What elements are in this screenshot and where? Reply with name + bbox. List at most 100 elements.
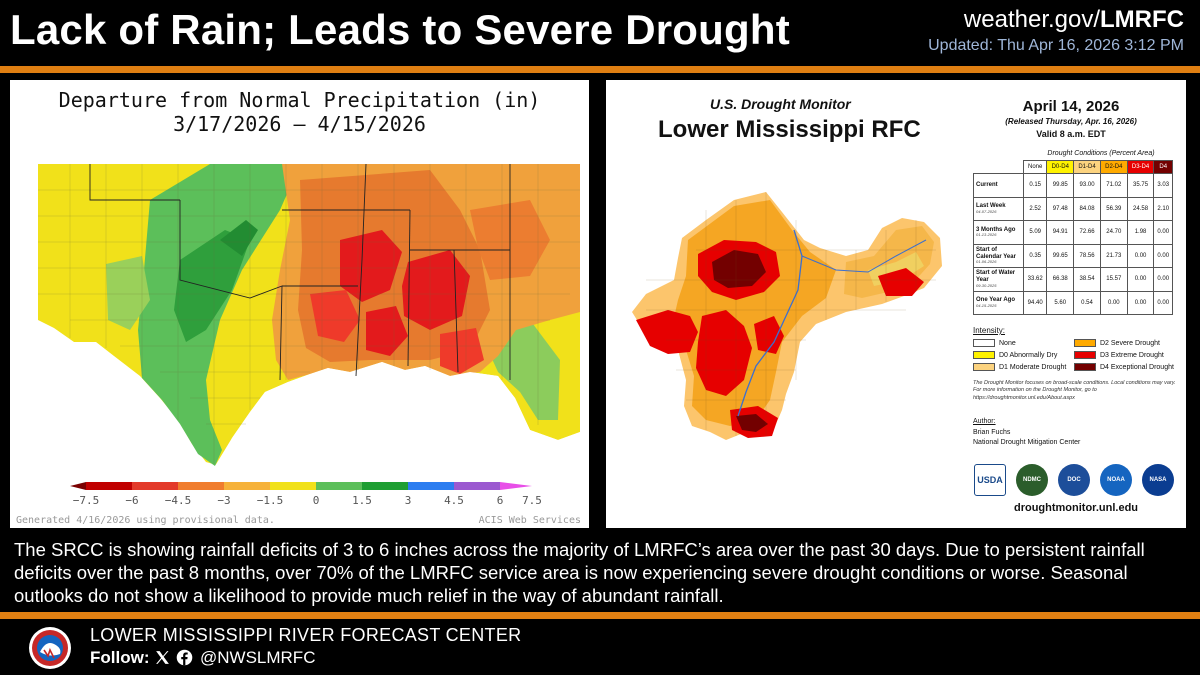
precip-map-graphic <box>38 163 580 490</box>
drought-monitor-region: Lower Mississippi RFC <box>658 116 921 143</box>
table-cell: 2.52 <box>1022 196 1048 221</box>
table-cell: 0.00 <box>1153 290 1173 315</box>
updated-timestamp: Updated: Thu Apr 16, 2026 3:12 PM <box>928 37 1184 54</box>
nws-logo-icon <box>29 627 71 669</box>
header: Lack of Rain; Leads to Severe Drought we… <box>0 0 1200 66</box>
colorbar-label: 6 <box>496 494 504 507</box>
site-bold: LMRFC <box>1100 6 1184 33</box>
column-header: D0-D4 <box>1046 160 1075 174</box>
table-row: Current 0.15 99.85 93.00 71.02 35.75 3.0… <box>973 173 1173 198</box>
legend-item-d1: D1 Moderate Drought <box>973 363 1066 371</box>
precip-map-dates: 3/17/2026 – 4/15/2026 <box>173 112 426 136</box>
legend-swatch <box>973 351 995 359</box>
table-cell: 0.00 <box>1099 290 1128 315</box>
legend-swatch <box>1074 363 1096 371</box>
author-org: National Drought Mitigation Center <box>973 439 1081 446</box>
colorbar-labels: −7.5 −6 −4.5 −3 −1.5 0 1.5 3 4.5 6 7.5 <box>10 494 589 508</box>
x-social-icon[interactable] <box>154 649 171 666</box>
precip-map-title: Departure from Normal Precipitation (in) <box>58 88 541 112</box>
legend-item-d0: D0 Abnormally Dry <box>973 351 1057 359</box>
row-label: Start of Calendar Year 01-06-2026 <box>973 243 1024 268</box>
legend-item-none: None <box>973 339 1016 347</box>
legend-swatch <box>1074 351 1096 359</box>
table-cell: 21.73 <box>1099 243 1128 268</box>
drought-monitor-url[interactable]: droughtmonitor.unl.edu <box>1013 502 1139 514</box>
table-cell: 0.00 <box>1153 243 1173 268</box>
colorbar-label: −6 <box>125 494 139 507</box>
table-cell: 5.60 <box>1046 290 1075 315</box>
column-header: D4 <box>1153 160 1173 174</box>
row-label: Last Week 04-07-2026 <box>973 196 1024 221</box>
legend-swatch <box>973 363 995 371</box>
ndmc-logo: NDMC <box>1016 464 1048 496</box>
intensity-label: Intensity: <box>973 326 1006 335</box>
author-label: Author: <box>973 418 996 425</box>
drought-map-graphic <box>632 192 942 440</box>
table-row: Start of Water Year 09-30-2025 33.62 66.3… <box>973 267 1173 292</box>
orange-divider-top <box>0 66 1200 73</box>
site-prefix: weather.gov/ <box>963 6 1101 33</box>
facebook-icon[interactable] <box>176 649 193 666</box>
colorbar-label: 4.5 <box>444 494 464 507</box>
row-label: 3 Months Ago 01-13-2026 <box>973 220 1024 245</box>
colorbar-label: 1.5 <box>352 494 372 507</box>
follow-label: Follow: <box>90 648 150 667</box>
table-cell: 94.40 <box>1022 290 1048 315</box>
colorbar-label: 0 <box>312 494 320 507</box>
drought-monitor-date: April 14, 2026 <box>1022 98 1120 115</box>
table-cell: 56.39 <box>1099 196 1128 221</box>
table-cell: 71.02 <box>1099 173 1128 198</box>
drought-monitor-note: The Drought Monitor focuses on broad-sca… <box>973 380 1176 401</box>
table-cell: 15.57 <box>1099 267 1128 292</box>
row-label: Start of Water Year 09-30-2025 <box>973 267 1024 292</box>
site-link[interactable]: weather.gov/LMRFC <box>964 6 1184 34</box>
legend-item-d3: D3 Extreme Drought <box>1074 351 1164 359</box>
legend-item-d4: D4 Exceptional Drought <box>1074 363 1174 371</box>
table-cell: 66.38 <box>1046 267 1075 292</box>
org-name: LOWER MISSISSIPPI RIVER FORECAST CENTER <box>90 625 522 645</box>
table-cell: 0.00 <box>1153 220 1173 245</box>
page-title: Lack of Rain; Leads to Severe Drought <box>10 6 790 53</box>
precip-departure-map: Departure from Normal Precipitation (in)… <box>10 80 589 528</box>
column-header: D2-D4 <box>1099 160 1128 174</box>
colorbar-label: 7.5 <box>522 494 542 507</box>
social-handle[interactable]: @NWSLMRFC <box>200 648 316 667</box>
table-cell: 0.15 <box>1022 173 1048 198</box>
legend-swatch <box>973 339 995 347</box>
row-label: Current <box>973 173 1024 198</box>
table-cell: 72.66 <box>1073 220 1101 245</box>
nasa-logo: NASA <box>1142 464 1174 496</box>
table-cell: 33.62 <box>1022 267 1048 292</box>
colorbar-label: −4.5 <box>164 494 192 507</box>
doc-logo: DOC <box>1058 464 1090 496</box>
noaa-logo: NOAA <box>1100 464 1132 496</box>
precip-map-generated-note: Generated 4/16/2026 using provisional da… <box>16 515 275 526</box>
table-cell: 0.00 <box>1126 290 1155 315</box>
table-cell: 0.00 <box>1126 267 1155 292</box>
legend-item-d2: D2 Severe Drought <box>1074 339 1160 347</box>
table-cell: 0.35 <box>1022 243 1048 268</box>
author-name: Brian Fuchs <box>973 429 1011 436</box>
table-cell: 0.00 <box>1153 267 1173 292</box>
drought-monitor-title: U.S. Drought Monitor <box>710 96 851 112</box>
table-cell: 99.65 <box>1046 243 1075 268</box>
column-header: D3-D4 <box>1126 160 1155 174</box>
table-row: 3 Months Ago 01-13-2026 5.09 94.91 72.66 … <box>973 220 1173 245</box>
table-cell: 94.91 <box>1046 220 1075 245</box>
table-cell: 24.58 <box>1126 196 1155 221</box>
table-cell: 0.00 <box>1126 243 1155 268</box>
table-cell: 99.85 <box>1046 173 1075 198</box>
orange-divider-bottom <box>0 612 1200 619</box>
table-cell: 97.48 <box>1046 196 1075 221</box>
table-row: One Year Ago 04-15-2025 94.40 5.60 0.54 0… <box>973 290 1173 315</box>
table-cell: 5.09 <box>1022 220 1048 245</box>
drought-monitor-released: (Released Thursday, Apr. 16, 2026) <box>1005 117 1137 126</box>
table-cell: 3.03 <box>1153 173 1173 198</box>
column-header: None <box>1022 160 1048 174</box>
column-header: D1-D4 <box>1073 160 1101 174</box>
usda-logo: USDA <box>974 464 1006 496</box>
row-label: One Year Ago 04-15-2025 <box>973 290 1024 315</box>
table-row: Last Week 04-07-2026 2.52 97.48 84.08 56.… <box>973 196 1173 221</box>
table-cell: 78.56 <box>1073 243 1101 268</box>
conditions-caption: Drought Conditions (Percent Area) <box>1047 150 1155 157</box>
